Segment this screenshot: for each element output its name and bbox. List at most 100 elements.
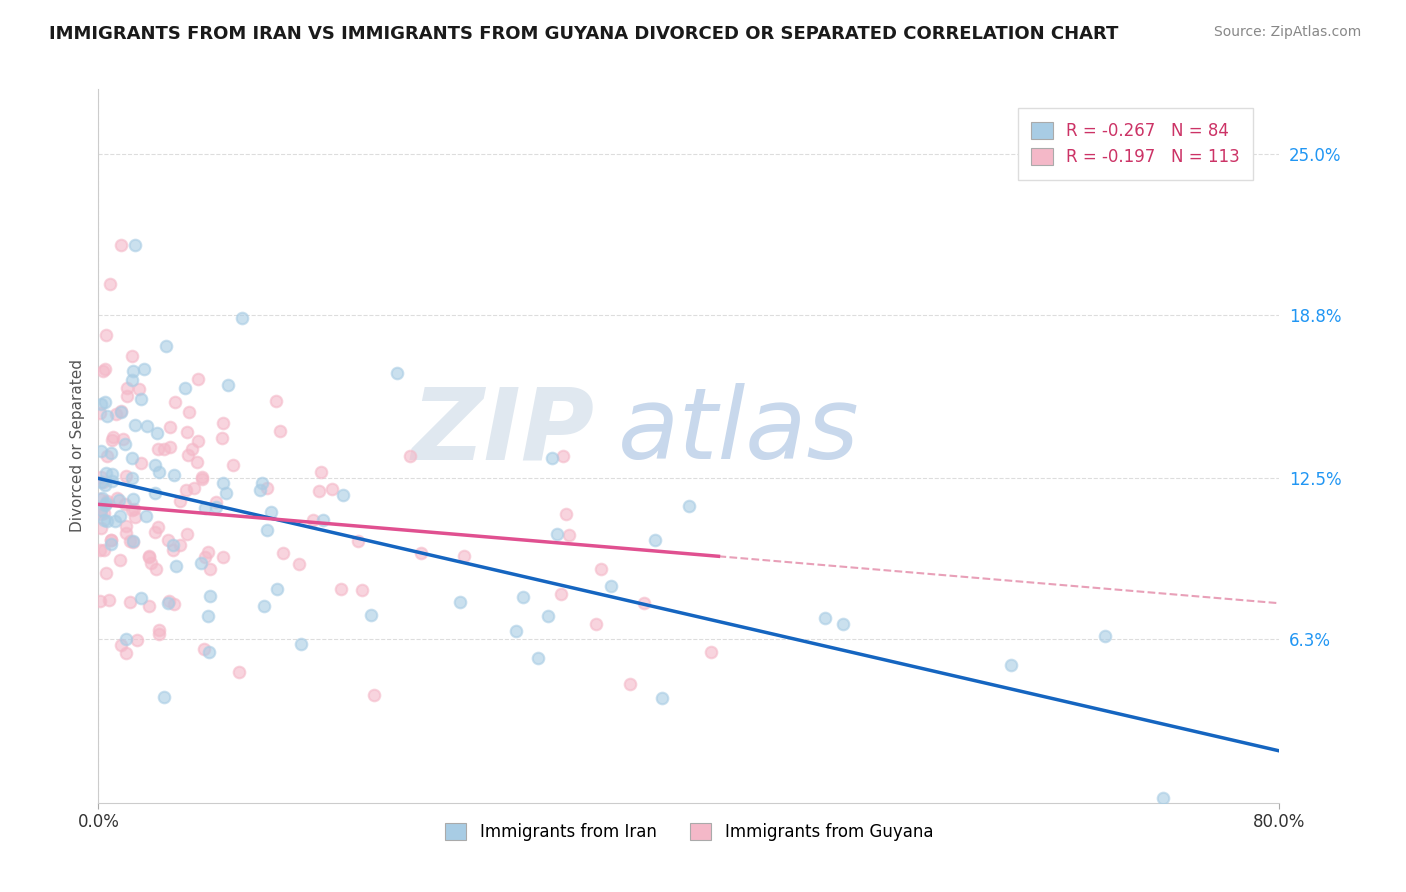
Point [146, 520, 169, 534]
Point [108, 508, 131, 523]
Point [138, 549, 160, 563]
Point [124, 238, 146, 252]
Point [97, 593, 120, 607]
Point [143, 486, 166, 500]
Point [308, 483, 330, 498]
Point [360, 608, 382, 623]
Point [117, 382, 139, 396]
Point [129, 456, 152, 470]
Text: ZIP: ZIP [412, 384, 595, 480]
Point [585, 616, 607, 631]
Point [200, 562, 222, 576]
Point [1000, 657, 1022, 672]
Point [211, 475, 233, 490]
Point [197, 609, 219, 624]
Point [550, 587, 572, 601]
Point [91, 364, 114, 378]
Point [385, 367, 408, 381]
Point [553, 449, 575, 463]
Point [104, 514, 127, 528]
Point [187, 434, 209, 448]
Point [555, 507, 578, 521]
Point [143, 458, 166, 473]
Point [176, 527, 198, 541]
Point [153, 442, 176, 457]
Point [449, 595, 471, 609]
Point [136, 418, 159, 433]
Point [212, 549, 235, 564]
Point [121, 349, 143, 363]
Point [94, 499, 117, 513]
Point [231, 311, 253, 326]
Point [89, 492, 111, 507]
Point [157, 594, 180, 608]
Text: Source: ZipAtlas.com: Source: ZipAtlas.com [1213, 25, 1361, 39]
Point [114, 437, 136, 451]
Point [162, 538, 184, 552]
Point [363, 688, 385, 702]
Point [114, 525, 136, 540]
Point [1152, 790, 1174, 805]
Point [100, 433, 122, 447]
Point [89, 542, 111, 557]
Point [157, 533, 180, 547]
Point [94, 496, 117, 510]
Point [589, 561, 612, 575]
Point [183, 482, 205, 496]
Point [91, 491, 114, 505]
Point [312, 513, 335, 527]
Point [156, 596, 179, 610]
Point [153, 690, 176, 704]
Point [329, 582, 352, 597]
Point [121, 471, 143, 485]
Point [212, 416, 235, 430]
Point [187, 372, 209, 386]
Point [321, 482, 343, 496]
Point [115, 469, 138, 483]
Point [1094, 629, 1116, 643]
Point [191, 472, 214, 486]
Point [332, 488, 354, 502]
Point [169, 493, 191, 508]
Point [228, 665, 250, 680]
Point [101, 467, 124, 482]
Point [831, 617, 853, 632]
Point [108, 493, 131, 508]
Point [260, 505, 283, 519]
Point [135, 508, 157, 523]
Point [118, 533, 141, 548]
Point [222, 458, 245, 472]
Point [163, 597, 186, 611]
Point [651, 691, 673, 706]
Point [159, 440, 181, 454]
Point [91, 475, 114, 489]
Point [110, 238, 132, 252]
Point [115, 646, 138, 660]
Point [309, 466, 332, 480]
Point [163, 467, 186, 482]
Point [145, 561, 167, 575]
Point [197, 645, 219, 659]
Point [146, 425, 169, 440]
Point [159, 420, 181, 434]
Point [194, 550, 217, 565]
Point [129, 392, 152, 406]
Point [678, 500, 700, 514]
Point [94, 327, 117, 342]
Point [115, 632, 138, 647]
Point [352, 582, 374, 597]
Point [177, 404, 200, 418]
Point [174, 381, 197, 395]
Point [180, 442, 202, 456]
Point [100, 533, 122, 547]
Point [115, 389, 138, 403]
Point [90, 475, 112, 489]
Point [121, 450, 143, 465]
Point [204, 495, 226, 509]
Point [138, 550, 160, 565]
Point [115, 518, 138, 533]
Point [108, 553, 131, 567]
Point [288, 557, 311, 571]
Point [105, 491, 128, 505]
Point [177, 448, 200, 462]
